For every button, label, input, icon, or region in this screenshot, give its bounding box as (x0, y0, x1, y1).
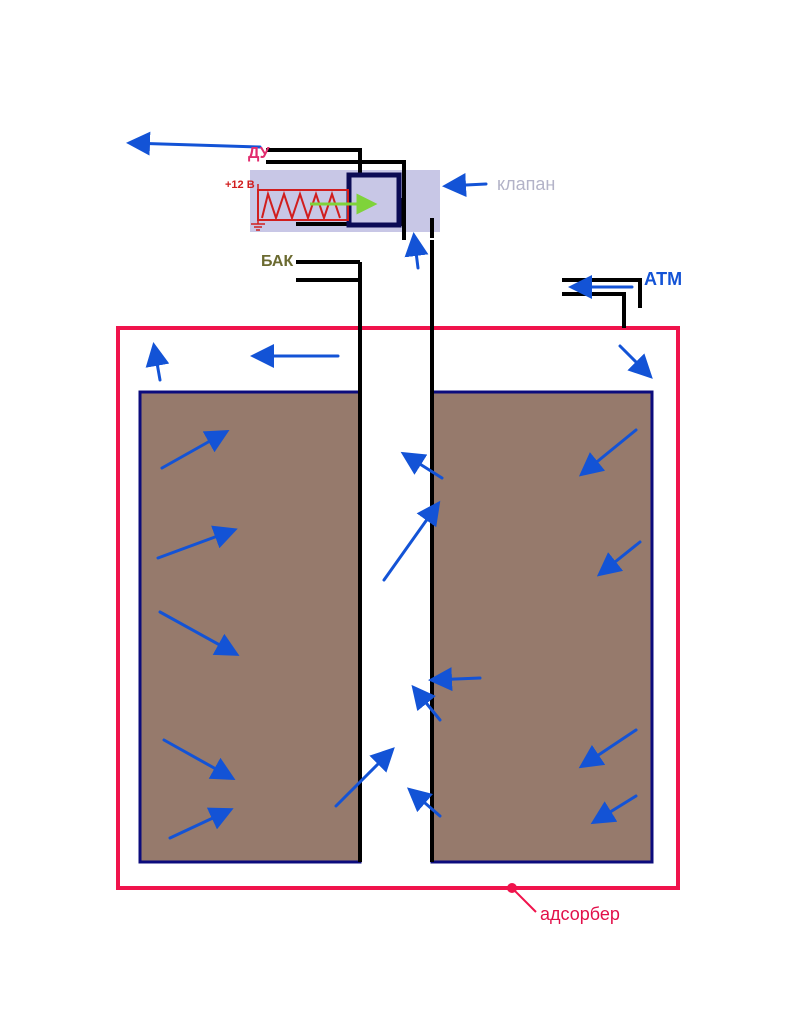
flow-arrow (130, 143, 260, 147)
flow-arrow (384, 504, 438, 580)
flow-arrow (446, 184, 486, 186)
right-media-block (432, 392, 652, 862)
callout-line (512, 888, 536, 912)
label-plus12v: +12 В (225, 179, 255, 191)
pipe-segment (562, 294, 624, 328)
diagram-canvas: ДУ +12 В клапан БАК АТМ адсорбер (0, 0, 800, 1024)
label-tank: БАК (261, 253, 293, 270)
flow-arrow (620, 346, 650, 376)
flow-arrow (414, 236, 418, 268)
label-adsorber: адсорбер (540, 904, 620, 924)
flow-arrow (154, 346, 160, 380)
label-atm: АТМ (644, 269, 682, 289)
flow-arrow (432, 678, 480, 680)
valve-inner (349, 175, 399, 225)
label-du: ДУ (248, 145, 271, 162)
label-valve: клапан (497, 174, 555, 194)
